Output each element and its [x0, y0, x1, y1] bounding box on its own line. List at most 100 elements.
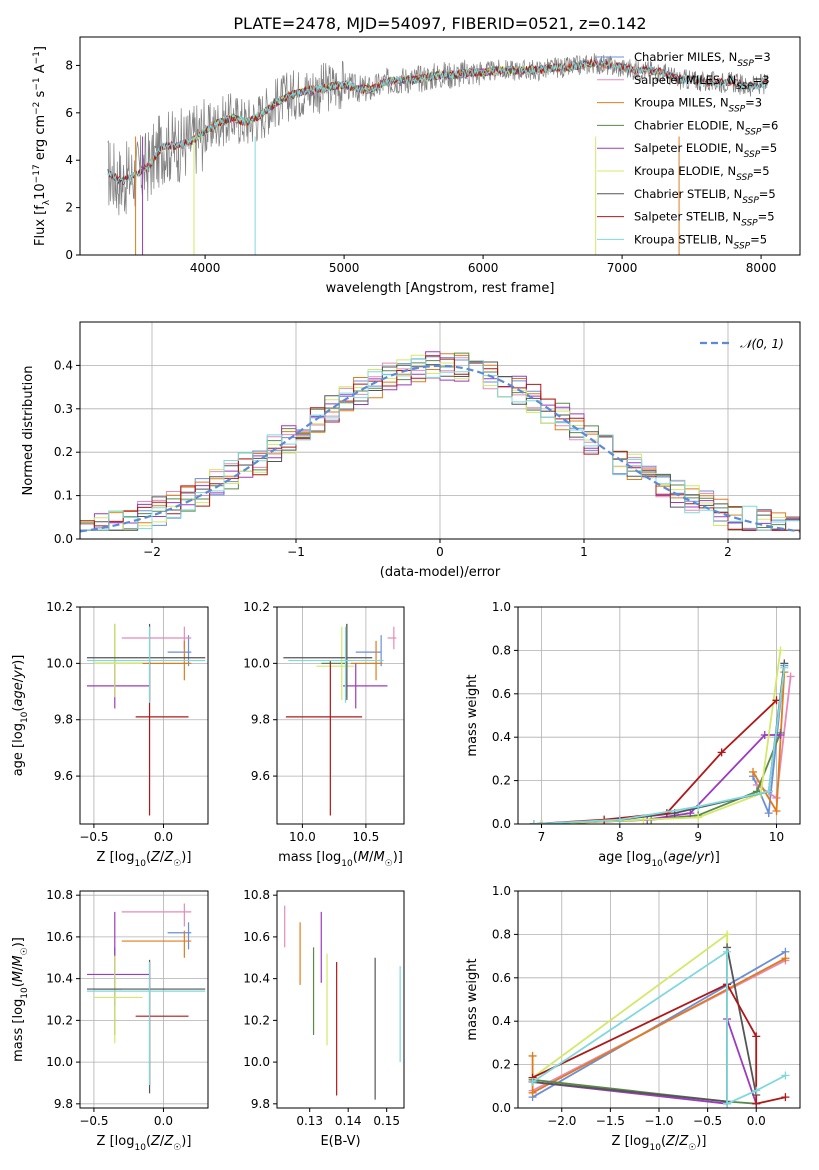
spectrum-data	[107, 53, 769, 216]
plot-frame	[79, 606, 209, 825]
legend-gauss-label: 𝒩(0, 1)	[740, 337, 784, 351]
x-tick-label-3: 10	[769, 830, 784, 844]
mass_vs_Z-panel: −0.5 0.0 9.8 10.0 10.2 10.4 10.6 10.8 Z [log10(Z…	[11, 888, 209, 1153]
gaussian-curve	[80, 364, 800, 533]
x-tick-label-3: 7000	[607, 261, 638, 275]
y-tick-label-0: 0.0	[492, 817, 511, 831]
weight-marker-2-2	[781, 954, 790, 963]
x-tick-label-2: 0.15	[373, 1114, 400, 1128]
y-tick-label-1: 10.0	[243, 1055, 270, 1069]
legend-entry-6: Chabrier STELIB, NSSP=5	[634, 187, 776, 206]
spectrum-panel: 4000 5000 6000 7000 8000 0 2 4 6 8 wavelength [Ang…	[32, 36, 801, 296]
weight-marker-4-4	[776, 731, 785, 740]
x-axis-label: (data-model)/error	[380, 565, 501, 580]
mass_vs_ebv-markers	[284, 905, 401, 1100]
weight-marker-8-0	[529, 820, 538, 824]
residual-hist-1	[80, 357, 800, 531]
y-tick-label-3: 0.3	[54, 402, 73, 416]
y-tick-label-0: 9.8	[54, 1097, 73, 1111]
weight-marker-0-1	[764, 809, 773, 818]
y-tick-label-2: 10.2	[46, 1013, 73, 1027]
y-tick-label-4: 0.8	[492, 927, 511, 941]
y-tick-label-0: 0.0	[492, 1101, 511, 1115]
y-tick-label-4: 8	[65, 58, 73, 72]
x-axis-label: Z [log10(Z/Z☉)]	[612, 1134, 707, 1153]
x-tick-label-1: 0.0	[154, 830, 173, 844]
y-tick-label-2: 0.2	[54, 445, 73, 459]
x-axis-label: Z [log10(Z/Z☉)]	[97, 1134, 192, 1153]
y-axis-label: mass weight	[465, 674, 480, 756]
x-tick-label-3: −0.5	[693, 1114, 722, 1128]
y-axis-label: Normed distribution	[21, 366, 36, 496]
y-tick-label-1: 9.8	[54, 713, 73, 727]
y-tick-label-0: 9.6	[251, 769, 270, 783]
x-tick-label-4: 8000	[746, 261, 777, 275]
weight-marker-5-4	[776, 646, 785, 655]
x-tick-label-0: 7	[538, 830, 546, 844]
y-tick-label-0: 9.8	[251, 1097, 270, 1111]
weight-marker-2-1	[528, 1088, 537, 1097]
weight-marker-7-3	[717, 748, 726, 757]
x-axis-label: E(B-V)	[320, 1134, 360, 1149]
x-tick-label-4: 2	[724, 545, 732, 559]
weight-marker-5-2	[694, 813, 703, 822]
weight_vs_Z-panel: −2.0 −1.5 −1.0 −0.5 0.0 0.0 0.2 0.4 0.6 0.8 1.0 Z […	[465, 884, 801, 1153]
x-tick-label-1: −1.5	[596, 1114, 625, 1128]
y-tick-label-5: 1.0	[492, 884, 511, 898]
weight-marker-4-2	[686, 809, 695, 818]
legend-entry-7: Salpeter STELIB, NSSP=5	[634, 210, 775, 229]
x-tick-label-2: −1.0	[644, 1114, 673, 1128]
y-tick-label-3: 0.6	[492, 971, 511, 985]
plot-frame	[276, 890, 405, 1109]
legend-entry-4: Salpeter ELODIE, NSSP=5	[634, 141, 777, 160]
weight-marker-7-4	[781, 1093, 790, 1102]
y-tick-label-3: 6	[65, 106, 73, 120]
y-tick-label-1: 0.2	[492, 774, 511, 788]
y-tick-label-5: 1.0	[492, 600, 511, 614]
y-tick-label-5: 10.8	[46, 888, 73, 902]
age_vs_Z-markers	[86, 623, 206, 816]
y-tick-label-4: 0.8	[492, 643, 511, 657]
weight-marker-7-2	[752, 1032, 761, 1041]
plot-frame	[517, 606, 801, 825]
y-tick-label-2: 10.2	[243, 1013, 270, 1027]
y-axis-label: age [log10(age/yr)]	[11, 655, 30, 777]
x-tick-label-1: 0.14	[335, 1114, 362, 1128]
y-tick-label-2: 10.0	[46, 656, 73, 670]
x-tick-label-2: 9	[694, 830, 702, 844]
y-tick-label-4: 10.6	[46, 930, 73, 944]
y-tick-label-2: 4	[65, 153, 73, 167]
legend-entry-3: Chabrier ELODIE, NSSP=6	[634, 118, 778, 137]
x-tick-label-1: −1	[287, 545, 305, 559]
x-axis-label: wavelength [Angstrom, rest frame]	[326, 281, 555, 296]
x-tick-label-2: 0	[436, 545, 444, 559]
x-tick-label-3: 1	[580, 545, 588, 559]
weight-marker-8-0	[528, 1077, 537, 1086]
x-tick-label-0: −2	[143, 545, 161, 559]
weight-line-3	[532, 1078, 757, 1105]
residual-hist-7	[80, 355, 800, 531]
weight-marker-8-4	[780, 663, 789, 672]
residuals-panel: −2 −1 0 1 2 0.0 0.1 0.2 0.3 0.4 (data-model)/error…	[21, 321, 801, 580]
x-tick-label-1: 10.5	[353, 830, 380, 844]
legend-entry-1: Salpeter MILES, NSSP=3	[634, 73, 770, 92]
x-axis-label: Z [log10(Z/Z☉)]	[97, 850, 192, 869]
spectrum-model-8	[107, 60, 768, 185]
residual-hists	[80, 351, 800, 533]
age_vs_mass-panel: 10.0 10.5 9.6 9.8 10.0 10.2 mass [log10(M/M☉)]	[243, 600, 405, 869]
y-tick-label-1: 2	[65, 201, 73, 215]
weight-marker-8-2	[694, 802, 703, 811]
x-tick-label-0: −2.0	[547, 1114, 576, 1128]
weight-line-3	[541, 732, 782, 824]
legend-entry-5: Kroupa ELODIE, NSSP=5	[634, 164, 770, 183]
residual-hist-8	[80, 358, 800, 531]
x-tick-label-0: 10.0	[289, 830, 316, 844]
weight-marker-8-3	[764, 787, 773, 796]
weight_vs_Z-lines	[528, 930, 790, 1108]
y-tick-label-3: 0.6	[492, 687, 511, 701]
y-tick-label-4: 10.6	[243, 930, 270, 944]
weight_vs_age-panel: 7 8 9 10 0.0 0.2 0.4 0.6 0.8 1.0 age [log10(age/yr…	[465, 600, 801, 869]
x-tick-label-1: 5000	[329, 261, 360, 275]
y-tick-label-0: 0	[65, 248, 73, 262]
y-tick-label-1: 10.0	[46, 1055, 73, 1069]
